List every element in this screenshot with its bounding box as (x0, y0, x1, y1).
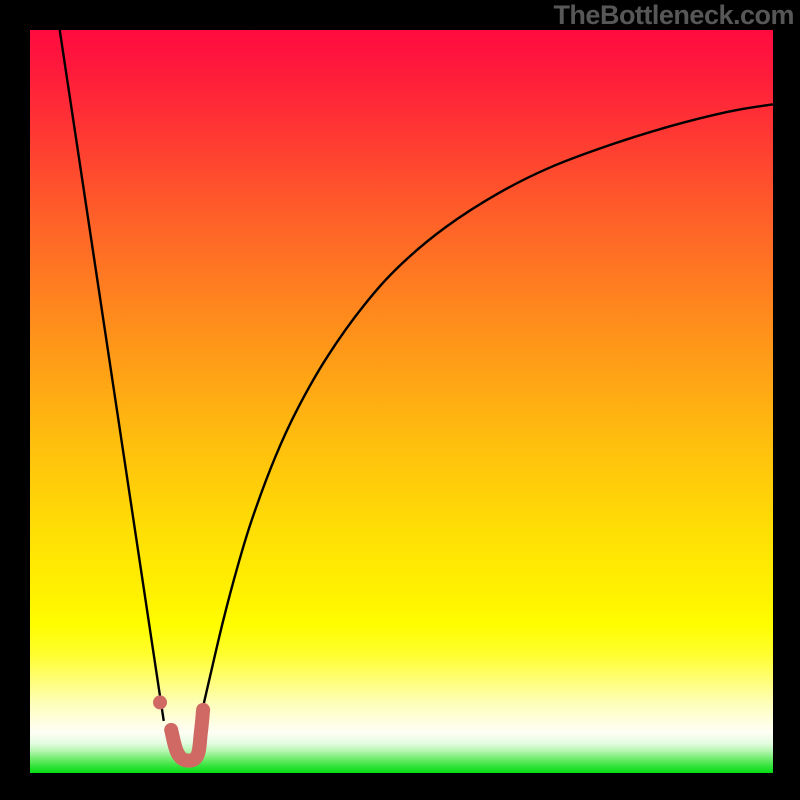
optimal-marker-dot (153, 695, 167, 709)
watermark-text: TheBottleneck.com (553, 0, 794, 31)
canvas: TheBottleneck.com (0, 0, 800, 800)
bottleneck-chart (30, 30, 773, 773)
gradient-background (30, 30, 773, 773)
